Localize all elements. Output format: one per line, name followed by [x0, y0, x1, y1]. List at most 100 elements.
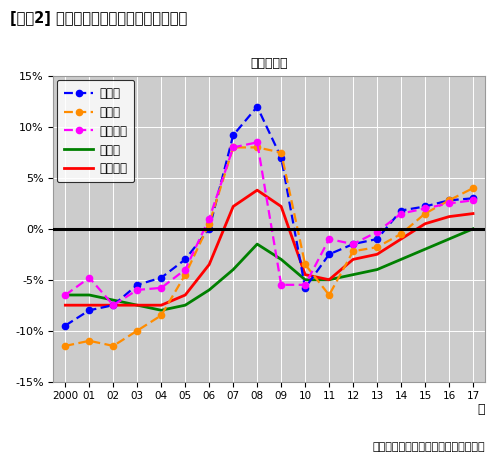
- 地方圏: [326, 277, 332, 282]
- 全国平均: [110, 303, 116, 308]
- 地方圏: [206, 287, 212, 292]
- 東京圏: [230, 133, 236, 138]
- 大阪圏: [206, 221, 212, 227]
- 東京圏: [326, 251, 332, 257]
- 全国平均: [302, 272, 308, 277]
- 全国平均: [134, 303, 140, 308]
- 地方圏: [350, 272, 356, 277]
- 全国平均: [326, 277, 332, 282]
- Legend: 東京圏, 大阪圏, 名古屋圏, 地方圏, 全国平均: 東京圏, 大阪圏, 名古屋圏, 地方圏, 全国平均: [57, 80, 134, 182]
- 大阪圏: [374, 244, 380, 250]
- 東京圏: [398, 208, 404, 213]
- 大阪圏: [470, 186, 476, 191]
- 地方圏: [254, 241, 260, 247]
- 全国平均: [86, 303, 92, 308]
- 名古屋圏: [446, 201, 452, 206]
- Text: 年: 年: [478, 403, 485, 416]
- Text: データ出所：国土交通省（地価公示）: データ出所：国土交通省（地価公示）: [372, 442, 485, 452]
- 地方圏: [134, 303, 140, 308]
- 大阪圏: [110, 343, 116, 349]
- 東京圏: [62, 323, 68, 328]
- 名古屋圏: [182, 267, 188, 272]
- 名古屋圏: [326, 236, 332, 242]
- Line: 地方圏: 地方圏: [66, 229, 473, 310]
- 全国平均: [422, 221, 428, 227]
- 東京圏: [374, 236, 380, 242]
- 地方圏: [158, 308, 164, 313]
- 地方圏: [230, 267, 236, 272]
- 全国平均: [374, 251, 380, 257]
- 大阪圏: [182, 272, 188, 277]
- 全国平均: [254, 187, 260, 193]
- Line: 大阪圏: 大阪圏: [62, 144, 476, 349]
- 地方圏: [470, 226, 476, 232]
- 名古屋圏: [254, 139, 260, 145]
- 地方圏: [374, 267, 380, 272]
- 東京圏: [182, 257, 188, 262]
- 全国平均: [158, 303, 164, 308]
- 大阪圏: [398, 231, 404, 237]
- 大阪圏: [158, 313, 164, 318]
- 全国平均: [206, 262, 212, 267]
- 大阪圏: [278, 150, 284, 155]
- 全国平均: [398, 236, 404, 242]
- 大阪圏: [350, 249, 356, 254]
- 東京圏: [206, 226, 212, 232]
- 大阪圏: [422, 211, 428, 216]
- 名古屋圏: [278, 282, 284, 287]
- 全国平均: [62, 303, 68, 308]
- 名古屋圏: [422, 206, 428, 211]
- 全国平均: [446, 214, 452, 219]
- 東京圏: [254, 104, 260, 109]
- 名古屋圏: [302, 282, 308, 287]
- 大阪圏: [446, 197, 452, 203]
- 地方圏: [422, 246, 428, 252]
- 地方圏: [62, 292, 68, 298]
- 名古屋圏: [230, 145, 236, 150]
- 名古屋圏: [86, 275, 92, 281]
- 名古屋圏: [350, 241, 356, 247]
- 地方圏: [302, 277, 308, 282]
- 地方圏: [278, 257, 284, 262]
- 名古屋圏: [110, 303, 116, 308]
- 東京圏: [350, 241, 356, 247]
- 東京圏: [470, 196, 476, 201]
- 東京圏: [110, 303, 116, 308]
- 大阪圏: [326, 292, 332, 298]
- 東京圏: [422, 204, 428, 209]
- 地方圏: [182, 303, 188, 308]
- 全国平均: [182, 292, 188, 298]
- 大阪圏: [230, 145, 236, 150]
- 大阪圏: [302, 262, 308, 267]
- 東京圏: [302, 285, 308, 291]
- 全国平均: [470, 211, 476, 216]
- 全国平均: [278, 204, 284, 209]
- 大阪圏: [86, 338, 92, 344]
- 名古屋圏: [398, 211, 404, 216]
- 名古屋圏: [134, 287, 140, 292]
- 地方圏: [398, 257, 404, 262]
- 全国平均: [350, 257, 356, 262]
- 名古屋圏: [374, 229, 380, 234]
- Text: [図表2] 圏域別の対前年地価変動率の推移: [図表2] 圏域別の対前年地価変動率の推移: [10, 11, 187, 27]
- 東京圏: [446, 197, 452, 203]
- 大阪圏: [254, 145, 260, 150]
- 東京圏: [134, 282, 140, 287]
- Line: 東京圏: 東京圏: [62, 104, 476, 329]
- 東京圏: [158, 275, 164, 281]
- 全国平均: [230, 204, 236, 209]
- 名古屋圏: [62, 292, 68, 298]
- 大阪圏: [62, 343, 68, 349]
- Text: （商業地）: （商業地）: [250, 57, 288, 70]
- 東京圏: [278, 155, 284, 160]
- Line: 全国平均: 全国平均: [66, 190, 473, 305]
- 名古屋圏: [158, 285, 164, 291]
- 名古屋圏: [206, 216, 212, 221]
- 地方圏: [446, 236, 452, 242]
- 大阪圏: [134, 328, 140, 333]
- 東京圏: [86, 308, 92, 313]
- 地方圏: [86, 292, 92, 298]
- 地方圏: [110, 298, 116, 303]
- Line: 名古屋圏: 名古屋圏: [62, 139, 476, 308]
- 名古屋圏: [470, 197, 476, 203]
